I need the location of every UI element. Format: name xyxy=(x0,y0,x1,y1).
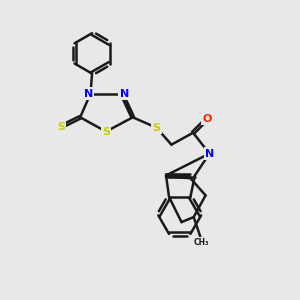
Text: S: S xyxy=(152,123,160,133)
Text: O: O xyxy=(202,114,212,124)
Text: N: N xyxy=(119,88,129,98)
Text: S: S xyxy=(102,127,110,136)
Text: N: N xyxy=(205,148,214,159)
Text: S: S xyxy=(57,122,65,132)
Text: N: N xyxy=(84,88,93,98)
Text: CH₃: CH₃ xyxy=(194,238,209,247)
